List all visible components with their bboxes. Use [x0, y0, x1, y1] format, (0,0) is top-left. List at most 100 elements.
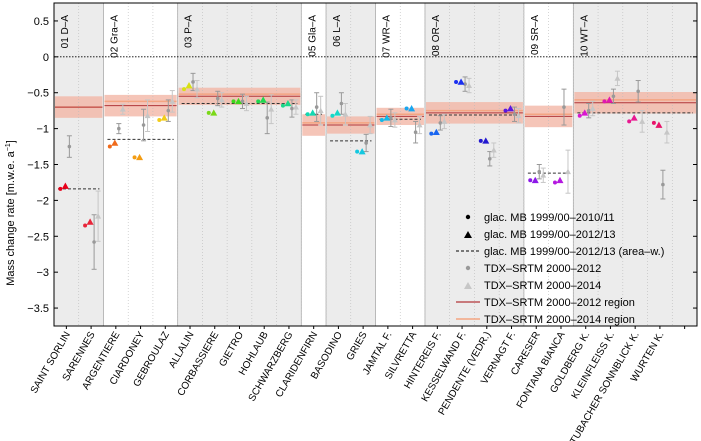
tdx-2014-point	[540, 172, 547, 178]
tdx-2014-point	[194, 86, 201, 92]
tdx-2014-point	[391, 116, 398, 123]
data-point-layer	[58, 70, 670, 270]
glac-mb-2011-point	[577, 113, 582, 118]
glac-mb-2011-point	[280, 103, 285, 108]
legend-marker-mb13	[464, 231, 472, 238]
tdx-2014-point	[169, 98, 176, 104]
tdx-2012-point	[487, 156, 492, 161]
glac-mb-2011-point	[478, 138, 483, 143]
glac-mb-2013-point	[160, 114, 168, 121]
glac-mb-2013-point	[284, 99, 292, 107]
glac-mb-2011-point	[552, 180, 557, 185]
glac-mb-2013-point	[655, 121, 663, 128]
glac-mb-2011-point	[602, 99, 607, 104]
glac-mb-2011-point	[528, 178, 533, 183]
x-tick-label-layer: SAINT SORLINSARENNESARGENTIERECIARDONEYG…	[29, 330, 667, 441]
tdx-2012-point	[314, 105, 319, 109]
region-label: 05 Gla–A	[307, 15, 318, 57]
y-tick-label: −0.5	[27, 88, 49, 100]
tdx-2012-point	[191, 80, 195, 84]
glac-mb-2013-point	[507, 105, 515, 112]
tdx-2014-point	[564, 168, 571, 175]
region-line-layer	[55, 93, 696, 190]
y-axis-label: Mass change rate [m.w.e. a−1]	[5, 140, 17, 286]
tdx-2012-point	[166, 108, 171, 113]
legend-label-r14: TDX–SRTM 2000–2014 region	[484, 314, 635, 326]
tdx-2014-point	[490, 147, 497, 153]
tdx-2012-point	[537, 169, 542, 174]
glac-mb-2013-point	[432, 128, 440, 135]
tdx-2014-point	[466, 82, 473, 88]
region-label: 03 P–A	[184, 15, 195, 48]
tdx-2012-point	[215, 96, 220, 101]
legend-label-t14: TDX–SRTM 2000–2014	[484, 280, 601, 292]
glac-mb-2013-point	[531, 176, 539, 184]
tdx-2012-point	[562, 105, 566, 109]
glac-mb-2013-point	[259, 96, 267, 103]
tdx-2014-point	[95, 213, 102, 219]
tdx-2014-point	[342, 111, 349, 117]
glac-mb-2013-point	[482, 137, 490, 144]
legend-item-mb13: glac. MB 1999/00–2012/13	[464, 229, 616, 241]
legend-marker-t14	[464, 282, 472, 289]
glac-mb-2013-point	[210, 109, 218, 116]
tdx-2012-point	[438, 121, 443, 125]
tdx-2014-point	[663, 129, 670, 135]
y-tick-label: −2.5	[27, 231, 49, 243]
legend: glac. MB 1999/00–2010/11 glac. MB 1999/0…	[456, 212, 664, 326]
glac-mb-2013-point	[383, 114, 391, 121]
legend-item-r14: TDX–SRTM 2000–2014 region	[456, 314, 635, 326]
region-label: 06 L–A	[332, 15, 343, 47]
glac-mb-2011-point	[379, 117, 384, 122]
tdx-2014-point	[317, 107, 324, 114]
legend-item-t12: TDX–SRTM 2000–2012	[465, 263, 601, 275]
glac-mb-2011-point	[305, 112, 310, 117]
tdx-2012-point	[661, 182, 665, 187]
tdx-2012-point	[290, 106, 294, 111]
region-label: 09 SR–A	[530, 15, 541, 55]
plot-frame	[53, 2, 698, 327]
y-tick-label: −1	[36, 124, 49, 136]
glac-mb-2011-point	[429, 131, 434, 136]
tdx-2014-point	[441, 118, 448, 124]
tdx-2012-point	[364, 141, 368, 145]
tdx-2012-point	[67, 144, 72, 149]
glac-mb-2011-point	[404, 106, 409, 111]
tdx-2014-point	[218, 96, 225, 103]
glac-mb-2011-point	[182, 87, 187, 92]
legend-marker-mb11	[465, 214, 471, 220]
glac-mb-2013-point	[333, 109, 341, 116]
glac-mb-2011-point	[58, 186, 63, 191]
legend-label-t12: TDX–SRTM 2000–2012	[484, 263, 601, 275]
glac-mb-2011-point	[231, 99, 236, 104]
tdx-2012-point	[611, 94, 616, 99]
glac-mb-2013-point	[136, 153, 144, 161]
glac-mb-2013-point	[111, 139, 119, 146]
legend-label-areaw: glac. MB 1999/00–2012/13 (area–w.)	[484, 246, 664, 258]
tdx-2012-point	[586, 108, 591, 113]
tdx-2014-point	[268, 106, 275, 112]
legend-label-r12: TDX–SRTM 2000–2012 region	[484, 297, 635, 309]
legend-item-mb11: glac. MB 1999/00–2010/11	[465, 212, 615, 224]
region-label: 07 WR–A	[382, 15, 393, 58]
glac-mb-2013-point	[61, 182, 69, 189]
tdx-2012-point	[117, 126, 121, 131]
glac-mb-2013-point	[556, 176, 564, 184]
region-label: 02 Gra–A	[109, 15, 120, 58]
tdx-2014-point	[416, 122, 423, 128]
glac-mb-2013-point	[581, 109, 589, 116]
tdx-2012-point	[512, 112, 517, 117]
glac-mb-2011-point	[651, 120, 656, 125]
glac-mb-2013-point	[605, 96, 613, 103]
glac-mb-2011-point	[454, 79, 459, 84]
tdx-2014-point	[639, 118, 646, 124]
y-tick-label: 0	[43, 52, 49, 64]
region-label: 01 D–A	[60, 15, 71, 49]
glac-mb-2013-point	[86, 218, 94, 225]
glac-mb-2011-point	[627, 119, 632, 124]
glac-mb-2011-point	[83, 223, 88, 228]
tdx-2014-point	[589, 105, 596, 111]
region-label: 08 OR–A	[431, 15, 442, 56]
glac-mb-2013-point	[185, 82, 193, 89]
glac-mb-2011-point	[107, 144, 112, 149]
